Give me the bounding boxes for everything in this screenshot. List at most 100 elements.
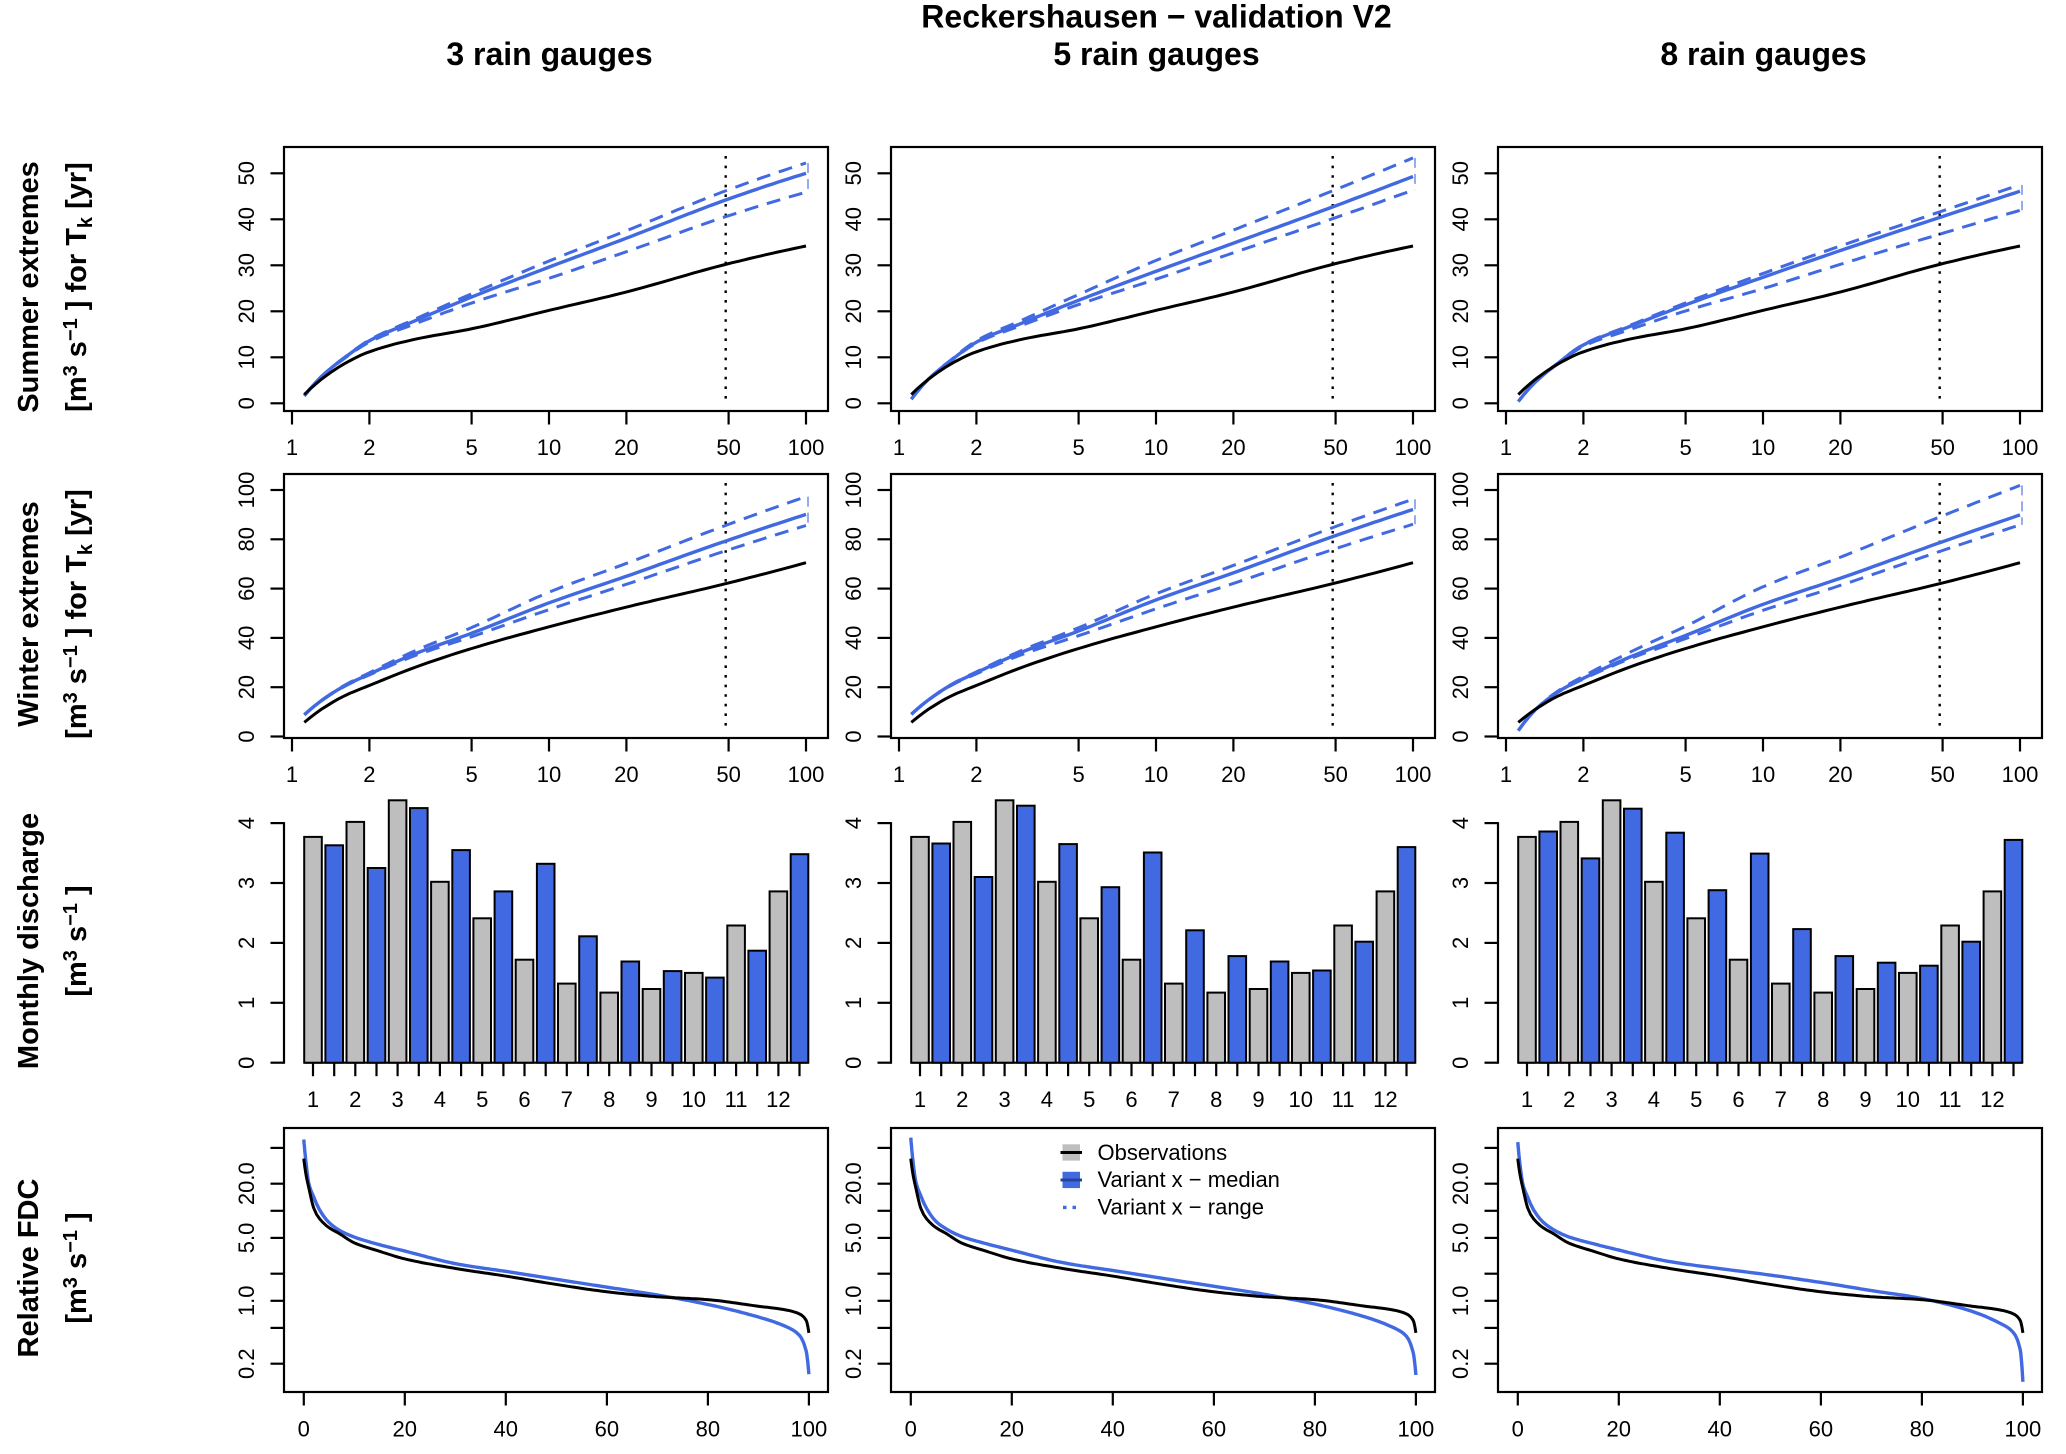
svg-text:12: 12 [1373, 1087, 1397, 1112]
svg-text:10: 10 [1144, 762, 1168, 787]
svg-text:80: 80 [1448, 527, 1473, 551]
svg-text:10: 10 [841, 345, 866, 369]
svg-text:80: 80 [841, 527, 866, 551]
svg-text:1: 1 [1521, 1087, 1533, 1112]
svg-text:20: 20 [1828, 435, 1852, 460]
svg-text:0.2: 0.2 [1448, 1348, 1473, 1379]
svg-text:2: 2 [1577, 762, 1589, 787]
svg-text:20: 20 [614, 762, 638, 787]
svg-text:1.0: 1.0 [841, 1286, 866, 1317]
svg-text:2: 2 [1577, 435, 1589, 460]
svg-text:1: 1 [841, 997, 866, 1009]
svg-text:40: 40 [234, 207, 259, 231]
svg-text:100: 100 [2002, 762, 2039, 787]
svg-text:1: 1 [1448, 997, 1473, 1009]
svg-text:4: 4 [841, 817, 866, 829]
svg-text:2: 2 [1563, 1087, 1575, 1112]
svg-text:5: 5 [465, 762, 477, 787]
svg-text:2: 2 [956, 1087, 968, 1112]
svg-text:2: 2 [363, 435, 375, 460]
svg-text:7: 7 [561, 1087, 573, 1112]
svg-text:0.2: 0.2 [234, 1348, 259, 1379]
svg-text:3: 3 [1448, 877, 1473, 889]
svg-text:3 rain gauges: 3 rain gauges [446, 36, 652, 72]
svg-text:60: 60 [1809, 1417, 1833, 1442]
svg-text:100: 100 [791, 1417, 828, 1442]
svg-text:40: 40 [1101, 1417, 1125, 1442]
svg-text:30: 30 [234, 253, 259, 277]
svg-text:10: 10 [537, 435, 561, 460]
svg-text:20.0: 20.0 [234, 1162, 259, 1205]
svg-text:0: 0 [234, 397, 259, 409]
svg-text:80: 80 [696, 1417, 720, 1442]
svg-text:8: 8 [603, 1087, 615, 1112]
svg-text:5: 5 [1072, 762, 1084, 787]
svg-text:5: 5 [1679, 762, 1691, 787]
svg-text:20: 20 [1221, 762, 1245, 787]
svg-text:30: 30 [841, 253, 866, 277]
svg-text:12: 12 [1980, 1087, 2004, 1112]
svg-text:20.0: 20.0 [1448, 1162, 1473, 1205]
svg-text:[m3 s−1 ]: [m3 s−1 ] [60, 1212, 93, 1323]
svg-text:10: 10 [234, 345, 259, 369]
svg-text:10: 10 [682, 1087, 706, 1112]
svg-text:0: 0 [234, 730, 259, 742]
svg-text:1: 1 [1500, 435, 1512, 460]
svg-text:[m3 s−1 ] for Tk [yr]: [m3 s−1 ] for Tk [yr] [60, 162, 97, 412]
svg-text:100: 100 [1398, 1417, 1435, 1442]
svg-text:Summer extremes: Summer extremes [13, 161, 45, 412]
svg-text:1: 1 [286, 435, 298, 460]
svg-text:10: 10 [1751, 435, 1775, 460]
svg-text:2: 2 [970, 435, 982, 460]
svg-text:10: 10 [1751, 762, 1775, 787]
svg-text:0: 0 [841, 730, 866, 742]
svg-text:20: 20 [1828, 762, 1852, 787]
svg-text:1: 1 [893, 762, 905, 787]
svg-text:6: 6 [1732, 1087, 1744, 1112]
svg-text:5: 5 [1679, 435, 1691, 460]
svg-text:20: 20 [841, 299, 866, 323]
svg-text:4: 4 [234, 817, 259, 829]
svg-text:5.0: 5.0 [841, 1223, 866, 1254]
svg-text:80: 80 [234, 527, 259, 551]
svg-text:50: 50 [1930, 762, 1954, 787]
svg-text:2: 2 [970, 762, 982, 787]
svg-text:40: 40 [234, 626, 259, 650]
svg-text:2: 2 [363, 762, 375, 787]
svg-text:5 rain gauges: 5 rain gauges [1053, 36, 1259, 72]
svg-text:50: 50 [234, 161, 259, 185]
svg-text:60: 60 [1202, 1417, 1226, 1442]
svg-text:80: 80 [1910, 1417, 1934, 1442]
svg-text:0: 0 [1448, 1057, 1473, 1069]
svg-text:100: 100 [2002, 435, 2039, 460]
svg-text:8: 8 [1210, 1087, 1222, 1112]
svg-text:50: 50 [1448, 161, 1473, 185]
svg-text:20: 20 [614, 435, 638, 460]
svg-text:2: 2 [234, 937, 259, 949]
svg-text:100: 100 [1395, 762, 1432, 787]
svg-text:8 rain gauges: 8 rain gauges [1660, 36, 1866, 72]
svg-text:7: 7 [1168, 1087, 1180, 1112]
svg-text:4: 4 [1448, 817, 1473, 829]
svg-text:60: 60 [234, 576, 259, 600]
svg-text:60: 60 [1448, 576, 1473, 600]
svg-text:10: 10 [1448, 345, 1473, 369]
svg-text:30: 30 [1448, 253, 1473, 277]
svg-text:Variant x − median: Variant x − median [1098, 1167, 1280, 1192]
svg-text:100: 100 [234, 472, 259, 509]
svg-text:80: 80 [1303, 1417, 1327, 1442]
svg-text:50: 50 [1323, 435, 1347, 460]
svg-text:9: 9 [1252, 1087, 1264, 1112]
svg-text:50: 50 [1930, 435, 1954, 460]
svg-text:10: 10 [1896, 1087, 1920, 1112]
svg-text:5: 5 [1072, 435, 1084, 460]
svg-text:6: 6 [518, 1087, 530, 1112]
svg-text:60: 60 [841, 576, 866, 600]
svg-text:1: 1 [307, 1087, 319, 1112]
svg-text:20: 20 [234, 299, 259, 323]
svg-text:4: 4 [434, 1087, 446, 1112]
svg-text:Relative FDC: Relative FDC [13, 1179, 45, 1358]
svg-text:11: 11 [1332, 1087, 1355, 1112]
svg-text:1: 1 [286, 762, 298, 787]
svg-text:0: 0 [841, 397, 866, 409]
